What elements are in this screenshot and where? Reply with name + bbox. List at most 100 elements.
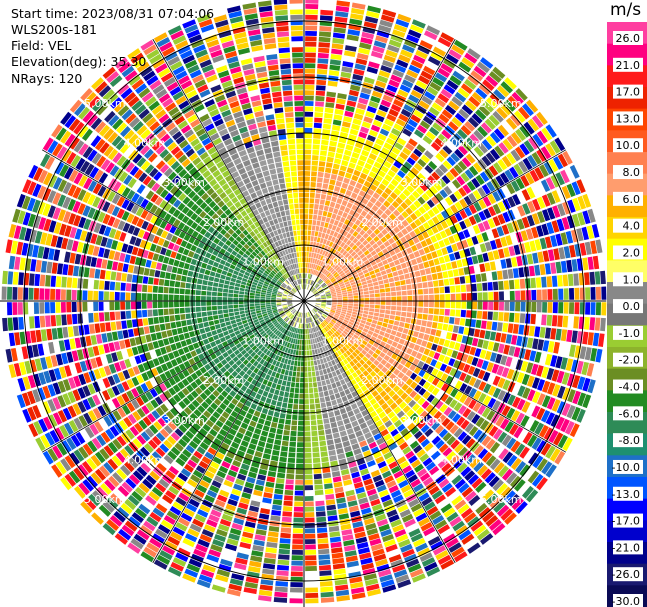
velocity-gate	[305, 47, 317, 53]
velocity-gate	[525, 362, 534, 374]
velocity-gate	[296, 458, 304, 464]
velocity-gate	[163, 301, 169, 308]
velocity-gate	[382, 9, 397, 18]
velocity-gate	[389, 346, 396, 353]
velocity-gate	[355, 164, 363, 172]
velocity-gate	[382, 347, 389, 354]
velocity-gate	[384, 332, 390, 339]
velocity-gate	[411, 350, 418, 358]
velocity-gate	[518, 160, 528, 173]
velocity-gate	[403, 161, 413, 170]
velocity-gate	[569, 288, 575, 300]
velocity-gate	[341, 289, 347, 293]
velocity-gate	[421, 255, 428, 262]
velocity-gate	[451, 96, 463, 107]
velocity-gate	[444, 396, 454, 406]
velocity-gate	[304, 262, 306, 268]
velocity-gate	[304, 469, 313, 475]
velocity-gate	[305, 74, 315, 80]
velocity-gate	[321, 275, 326, 280]
velocity-gate	[525, 278, 531, 289]
velocity-gate	[390, 165, 399, 174]
velocity-gate	[356, 207, 363, 214]
velocity-gate	[553, 341, 560, 354]
velocity-gate	[387, 183, 396, 191]
velocity-gate	[557, 385, 566, 399]
velocity-gate	[419, 40, 433, 50]
velocity-gate	[348, 298, 354, 301]
velocity-gate	[417, 158, 427, 168]
velocity-gate	[327, 80, 338, 87]
velocity-gate	[304, 463, 312, 469]
velocity-gate	[351, 244, 358, 251]
velocity-gate	[333, 264, 339, 270]
velocity-gate	[300, 334, 303, 340]
velocity-gate	[331, 296, 337, 298]
velocity-gate	[338, 513, 350, 520]
velocity-gate	[393, 259, 400, 266]
velocity-gate	[326, 272, 331, 278]
velocity-gate	[120, 301, 126, 310]
velocity-gate	[492, 400, 501, 411]
velocity-gate	[452, 325, 459, 333]
velocity-gate	[46, 328, 53, 341]
velocity-gate	[495, 415, 505, 427]
velocity-gate	[321, 283, 327, 288]
velocity-gate	[556, 401, 566, 415]
velocity-gate	[294, 393, 299, 399]
velocity-gate	[368, 286, 374, 291]
velocity-gate	[466, 411, 476, 421]
velocity-gate	[422, 282, 428, 288]
velocity-gate	[545, 412, 556, 425]
velocity-gate	[320, 274, 325, 279]
velocity-gate	[339, 379, 346, 386]
velocity-gate	[336, 309, 341, 313]
velocity-gate	[372, 264, 379, 270]
velocity-gate	[364, 272, 370, 278]
velocity-gate	[317, 63, 328, 70]
velocity-gate	[163, 286, 169, 294]
velocity-gate	[325, 291, 331, 294]
velocity-gate	[308, 252, 312, 258]
velocity-gate	[305, 30, 317, 36]
velocity-gate	[443, 185, 453, 196]
velocity-gate	[206, 301, 212, 306]
velocity-gate	[581, 361, 589, 376]
velocity-gate	[312, 264, 316, 269]
velocity-gate	[472, 292, 478, 301]
velocity-gate	[50, 302, 56, 314]
velocity-gate	[153, 317, 159, 324]
velocity-gate	[306, 345, 309, 350]
velocity-gate	[98, 301, 104, 311]
velocity-gate	[454, 391, 463, 401]
velocity-gate	[515, 88, 528, 101]
velocity-gate	[96, 334, 103, 344]
velocity-gate	[317, 311, 322, 315]
velocity-gate	[264, 448, 272, 455]
velocity-gate	[397, 326, 404, 333]
velocity-gate	[238, 301, 244, 305]
velocity-gate	[320, 446, 327, 452]
velocity-gate	[401, 219, 409, 227]
velocity-gate	[374, 308, 380, 313]
velocity-gate	[348, 303, 353, 306]
velocity-gate	[529, 240, 537, 252]
velocity-gate	[305, 571, 318, 577]
velocity-gate	[558, 342, 566, 355]
velocity-gate	[378, 70, 391, 79]
velocity-gate	[407, 171, 416, 180]
velocity-gate	[336, 147, 344, 154]
velocity-gate	[320, 281, 325, 286]
velocity-gate	[477, 142, 489, 154]
velocity-gate	[454, 342, 461, 351]
velocity-gate	[324, 396, 331, 402]
velocity-gate	[234, 311, 240, 316]
velocity-gate	[334, 186, 341, 193]
velocity-gate	[265, 302, 271, 305]
velocity-gate	[519, 313, 526, 324]
velocity-gate	[228, 312, 235, 317]
velocity-gate	[266, 381, 273, 387]
velocity-gate	[273, 444, 281, 451]
velocity-gate	[506, 222, 515, 234]
velocity-gate	[336, 308, 342, 311]
